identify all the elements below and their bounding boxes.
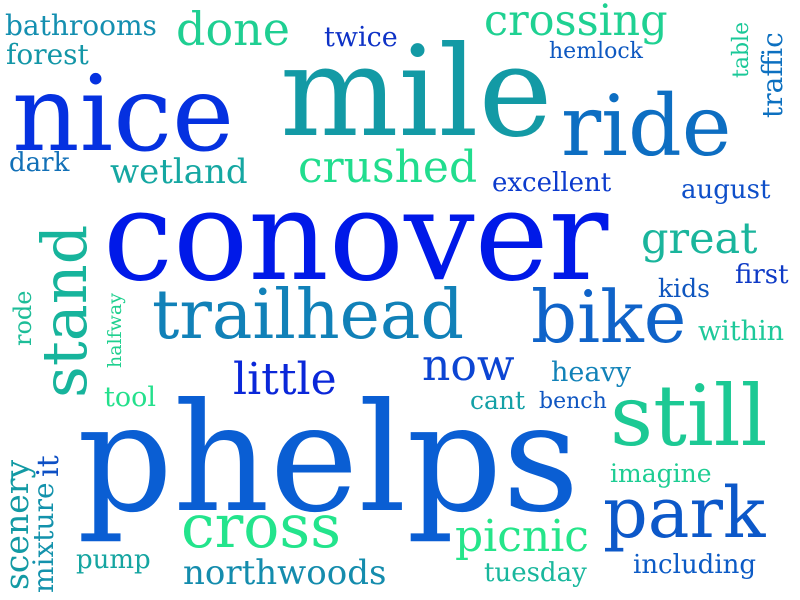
word-imagine: imagine	[610, 459, 712, 488]
word-wetland: wetland	[110, 152, 248, 192]
word-crossing: crossing	[484, 0, 668, 46]
word-little: little	[233, 354, 337, 405]
word-bathrooms: bathrooms	[5, 9, 157, 42]
word-cross: cross	[181, 492, 341, 562]
word-heavy: heavy	[551, 357, 631, 388]
word-within: within	[698, 316, 785, 347]
word-twice: twice	[324, 22, 398, 53]
word-great: great	[641, 214, 758, 264]
word-ride: ride	[561, 77, 732, 175]
word-halfway: halfway	[104, 293, 126, 368]
word-crushed: crushed	[298, 142, 478, 193]
word-table: table	[729, 21, 754, 78]
word-picnic: picnic	[455, 511, 589, 562]
word-stand: stand	[28, 224, 101, 398]
word-excellent: excellent	[492, 168, 612, 198]
word-conover: conover	[103, 164, 609, 309]
word-nice: nice	[12, 53, 235, 175]
word-traffic: traffic	[756, 32, 789, 118]
word-cant: cant	[470, 386, 526, 415]
word-including: including	[633, 550, 757, 580]
word-pump: pump	[76, 545, 151, 575]
word-now: now	[422, 340, 515, 391]
word-tuesday: tuesday	[484, 558, 587, 588]
word-august: august	[681, 175, 771, 205]
word-tool: tool	[104, 382, 156, 413]
word-dark: dark	[9, 148, 70, 178]
word-rode: rode	[9, 290, 37, 347]
word-done: done	[176, 2, 290, 56]
word-mile: mile	[280, 20, 553, 165]
word-northwoods: northwoods	[183, 553, 387, 593]
word-forest: forest	[6, 38, 89, 71]
word-phelps: phelps	[77, 372, 580, 546]
word-it: it	[31, 455, 66, 477]
word-park: park	[603, 472, 766, 554]
word-still: still	[610, 367, 768, 465]
word-hemlock: hemlock	[549, 39, 643, 64]
word-trailhead: trailhead	[152, 276, 464, 355]
word-kids: kids	[658, 274, 710, 303]
word-bench: bench	[539, 389, 607, 414]
word-mixture: mixture	[27, 482, 60, 593]
word-first: first	[735, 260, 789, 290]
word-bike: bike	[531, 275, 687, 359]
